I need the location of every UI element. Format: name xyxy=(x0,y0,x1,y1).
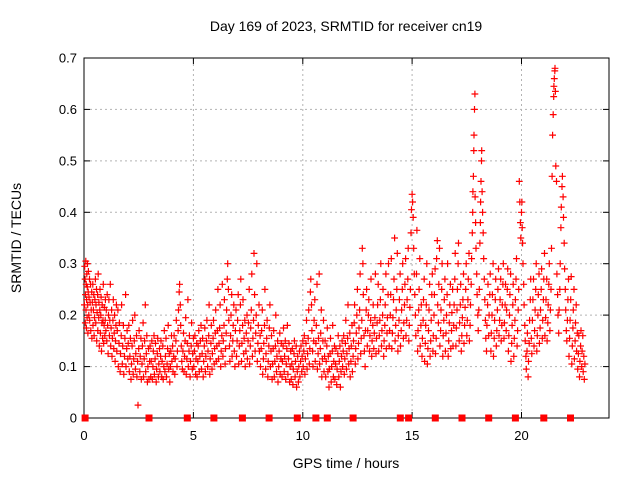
x-tick-label: 20 xyxy=(514,428,528,443)
zero-value-markers xyxy=(81,414,574,422)
y-tick-label: 0.2 xyxy=(59,308,77,323)
chart-title: Day 169 of 2023, SRMTID for receiver cn1… xyxy=(210,18,483,34)
plot-border xyxy=(83,57,610,419)
zero-square-marker xyxy=(540,414,548,422)
y-axis-title: SRMTID / TECUs xyxy=(8,183,24,293)
zero-square-marker xyxy=(396,414,404,422)
zero-square-marker xyxy=(485,414,493,422)
zero-square-marker xyxy=(145,414,153,422)
zero-square-marker xyxy=(323,414,331,422)
zero-square-marker xyxy=(431,414,439,422)
zero-square-marker xyxy=(265,414,273,422)
x-tick-label: 15 xyxy=(405,428,419,443)
y-tick-labels: 0 0.1 0.2 0.3 0.4 0.5 0.6 0.7 xyxy=(59,51,77,426)
zero-square-marker xyxy=(81,414,89,422)
zero-square-marker xyxy=(183,414,191,422)
zero-square-marker xyxy=(210,414,218,422)
x-axis-title: GPS time / hours xyxy=(293,455,400,471)
y-tick-label: 0.7 xyxy=(59,51,77,66)
x-tick-label: 5 xyxy=(190,428,197,443)
zero-square-marker xyxy=(405,414,413,422)
zero-square-marker xyxy=(312,414,320,422)
zero-square-marker xyxy=(511,414,519,422)
zero-square-marker xyxy=(567,414,574,422)
y-tick-label: 0.1 xyxy=(59,359,77,374)
x-tick-labels: 0 5 10 15 20 xyxy=(80,428,528,443)
axis-ticks xyxy=(83,57,609,419)
srmtid-plus-markers xyxy=(81,64,589,409)
x-tick-label: 10 xyxy=(296,428,310,443)
y-tick-label: 0.6 xyxy=(59,102,77,117)
y-tick-label: 0.5 xyxy=(59,153,77,168)
zero-square-marker xyxy=(349,414,357,422)
y-tick-label: 0 xyxy=(70,411,77,426)
zero-square-marker xyxy=(458,414,466,422)
zero-square-marker xyxy=(293,414,301,422)
y-tick-label: 0.3 xyxy=(59,256,77,271)
x-tick-label: 0 xyxy=(80,428,87,443)
y-tick-label: 0.4 xyxy=(59,205,77,220)
data-points xyxy=(81,64,589,409)
zero-square-marker xyxy=(238,414,246,422)
